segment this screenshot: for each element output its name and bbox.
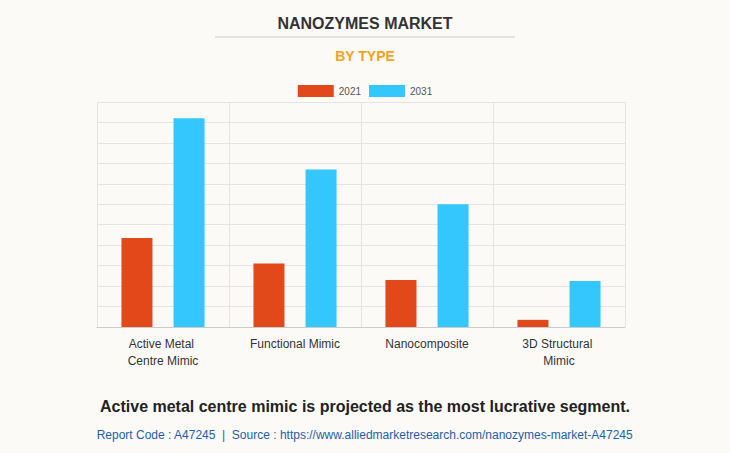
svg-text:3D Structural: 3D Structural: [522, 337, 595, 351]
svg-text:Mimic: Mimic: [543, 354, 574, 368]
svg-text:Nanocomposite: Nanocomposite: [385, 337, 469, 351]
svg-text:BY TYPE: BY TYPE: [335, 48, 395, 64]
svg-text:Centre Mimic: Centre Mimic: [128, 354, 199, 368]
svg-text:NANOZYMES MARKET: NANOZYMES MARKET: [277, 15, 452, 32]
svg-text:Active Metal: Active Metal: [129, 337, 198, 351]
svg-text:Report Code : A47245 | Sourc: Report Code : A47245 | Source : https://…: [97, 428, 633, 442]
svg-text:2031: 2031: [410, 86, 433, 97]
svg-text:Active metal centre mimic is p: Active metal centre mimic is projected a…: [100, 398, 630, 415]
svg-text:Functional Mimic: Functional Mimic: [250, 337, 340, 351]
svg-text:2021: 2021: [339, 86, 362, 97]
